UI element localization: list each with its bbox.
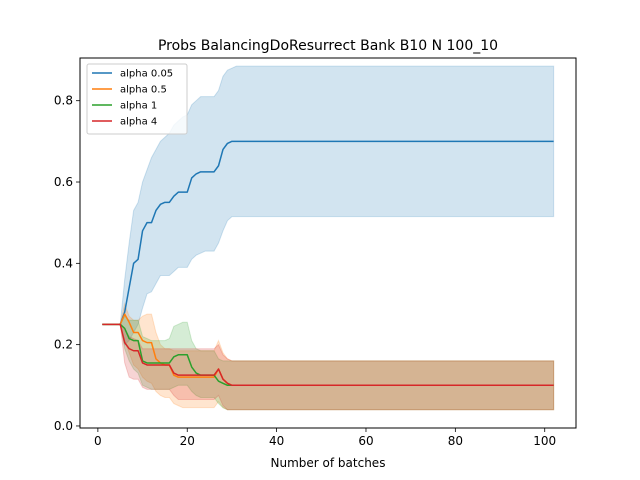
legend-label-0: alpha 0.05 [120,69,173,80]
y-axis-ticks: 0.0 0.2 0.4 0.6 0.8 [54,94,80,433]
y-tick-label: 0.0 [54,419,73,433]
legend: alpha 0.05 alpha 0.5 alpha 1 alpha 4 [86,63,188,135]
series-lines [102,140,554,387]
x-tick-label: 20 [180,434,195,448]
x-tick-label: 40 [269,434,284,448]
plot-frame [79,57,577,429]
series-line-3 [102,323,554,387]
x-tick-label: 100 [533,434,556,448]
confidence-bands [102,65,555,411]
y-tick-label: 0.2 [54,338,73,352]
y-tick-label: 0.6 [54,175,73,189]
x-axis-label: Number of batches [271,456,386,470]
legend-label-3: alpha 4 [120,117,157,128]
x-tick-label: 80 [448,434,463,448]
legend-box [86,63,188,135]
x-axis-ticks: 0 20 40 60 80 100 [94,428,556,448]
y-tick-label: 0.4 [54,256,73,270]
legend-label-1: alpha 0.5 [120,85,167,96]
y-tick-label: 0.8 [54,94,73,108]
chart-title: Probs BalancingDoResurrect Bank B10 N 10… [158,38,498,54]
x-tick-label: 0 [94,434,102,448]
x-tick-label: 60 [358,434,373,448]
series-line-0 [102,140,554,326]
legend-label-2: alpha 1 [120,101,157,112]
